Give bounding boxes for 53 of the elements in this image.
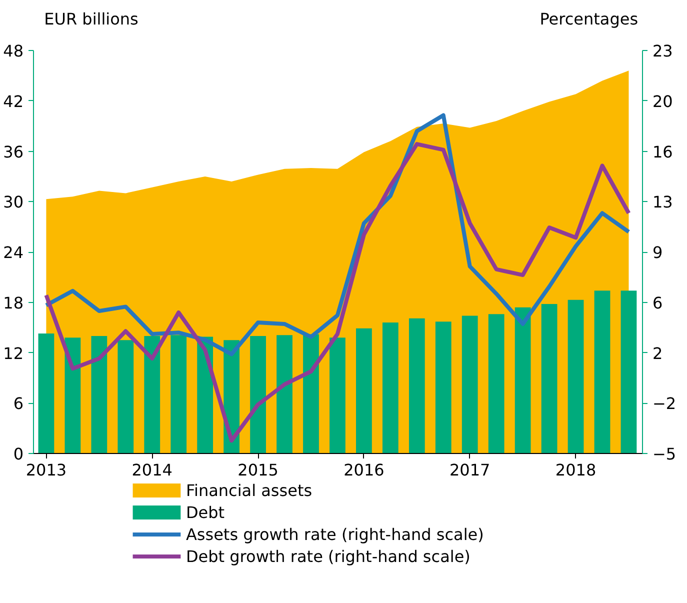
line-series — [44, 113, 631, 356]
bar — [568, 300, 584, 454]
bar — [382, 322, 398, 454]
bar — [462, 316, 478, 454]
bar — [38, 333, 54, 454]
bar — [250, 336, 266, 454]
y2-tick-label: −2 — [652, 394, 676, 414]
bar — [594, 290, 610, 454]
y-tick-label: 48 — [3, 42, 24, 60]
bar — [541, 304, 558, 454]
y-tick-label: 36 — [3, 142, 24, 162]
bar — [488, 314, 504, 454]
y2-axis-title: Percentages — [540, 10, 638, 28]
bar — [435, 322, 452, 454]
y2-tick-label: 13 — [652, 192, 673, 212]
bar — [144, 336, 160, 454]
y-tick-label: 12 — [3, 344, 24, 363]
x-tick-label: 2013 — [26, 460, 67, 480]
y-axis-title: EUR billions — [44, 10, 138, 28]
bar — [91, 336, 108, 454]
bar — [330, 338, 346, 454]
y2-tick-label: 20 — [652, 92, 673, 111]
y-tick-label: 0 — [13, 444, 24, 464]
y2-tick-label: 6 — [652, 293, 663, 312]
bar — [118, 340, 134, 454]
y-tick-label: 24 — [3, 243, 24, 262]
y-tick-label: 30 — [3, 192, 24, 212]
bar — [514, 307, 531, 454]
bar — [408, 318, 425, 454]
y-tick-label: 18 — [3, 293, 24, 312]
legend-label: Financial assets — [186, 481, 312, 500]
x-tick-label: 2017 — [450, 460, 490, 480]
legend-label: Assets growth rate (right-hand scale) — [186, 525, 484, 544]
y-tick-label: 6 — [13, 394, 24, 414]
y2-tick-label: −5 — [652, 444, 676, 464]
bar — [64, 338, 81, 454]
y2-tick-label: 2 — [652, 344, 663, 363]
line-series — [44, 142, 631, 443]
x-tick-label: 2018 — [555, 460, 596, 480]
legend-label: Debt — [186, 503, 225, 522]
bar — [170, 335, 187, 454]
bar — [303, 334, 319, 454]
bar — [276, 335, 292, 454]
bar — [620, 290, 637, 454]
y2-tick-label: 9 — [652, 243, 663, 262]
x-tick-label: 2014 — [132, 460, 172, 480]
y2-tick-label: 16 — [652, 142, 673, 162]
bar — [356, 328, 372, 454]
x-tick-label: 2016 — [344, 460, 384, 480]
y2-tick-label: 23 — [652, 42, 673, 60]
y-tick-label: 42 — [3, 92, 24, 111]
x-tick-label: 2015 — [238, 460, 278, 480]
legend-label: Debt growth rate (right-hand scale) — [186, 547, 470, 566]
